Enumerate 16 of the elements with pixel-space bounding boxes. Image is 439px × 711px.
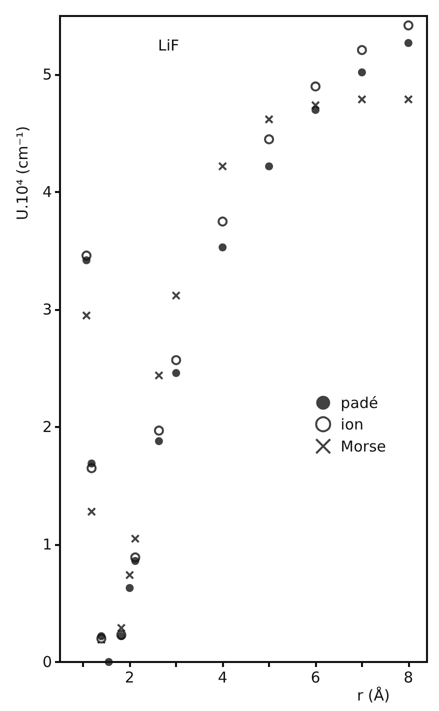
legend-label: ion	[340, 415, 364, 434]
y-tick-label: 5	[42, 66, 52, 84]
y-tick-label: 1	[42, 536, 52, 554]
x-tick-label: 8	[404, 668, 414, 686]
y-tick-label: 4	[42, 183, 52, 202]
annotation: LiF	[158, 36, 180, 54]
x-tick-label: 4	[218, 668, 228, 686]
legend-label: padé	[340, 394, 378, 412]
x-tick-label: 6	[310, 668, 320, 686]
y-tick-label: 0	[42, 653, 52, 671]
x-axis-title: r (Å)	[357, 686, 390, 704]
legend-label: Morse	[340, 437, 386, 456]
y-tick-label: 2	[42, 418, 52, 436]
y-axis-title: U.10⁴ (cm⁻¹)	[14, 126, 32, 220]
x-tick-label: 2	[124, 668, 134, 686]
y-tick-label: 3	[42, 300, 52, 319]
